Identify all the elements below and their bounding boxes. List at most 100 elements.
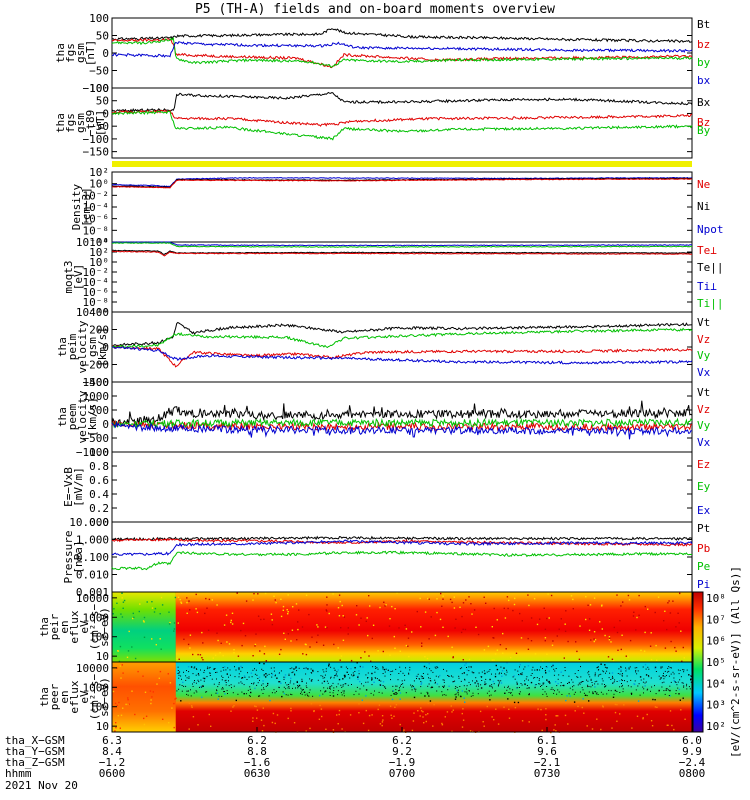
- spectrogram-pixel: [491, 684, 493, 686]
- spectrogram-pixel: [309, 727, 311, 730]
- spectrogram-pixel: [439, 618, 442, 621]
- spectrogram-pixel: [344, 683, 346, 685]
- spectrogram-pixel: [464, 664, 466, 666]
- spectrogram-pixel: [309, 660, 311, 663]
- spectrogram-pixel: [226, 690, 228, 692]
- spectrogram-pixel: [413, 680, 415, 682]
- spectrogram-pixel: [185, 679, 187, 681]
- spectrogram-pixel: [504, 617, 507, 619]
- spectrogram-pixel: [351, 684, 352, 685]
- spectrogram-pixel: [333, 643, 335, 646]
- series-line-vx: [111, 420, 693, 440]
- spectrogram-pixel: [310, 680, 313, 682]
- spectrogram-pixel: [156, 683, 158, 685]
- spectrogram-pixel: [670, 681, 672, 683]
- spectrogram-pixel: [252, 683, 254, 685]
- spectrogram-pixel: [594, 686, 596, 688]
- spectrogram-pixel: [541, 729, 543, 732]
- spectrogram-pixel: [305, 653, 308, 656]
- spectrogram-pixel: [346, 671, 348, 673]
- spectrogram-pixel: [128, 703, 130, 705]
- spectrogram-pixel: [579, 683, 581, 685]
- legend-label-ni: Ni: [697, 200, 710, 213]
- spectrogram-pixel: [668, 695, 670, 696]
- spectrogram-pixel: [284, 676, 286, 679]
- spectrogram-pixel: [230, 710, 232, 712]
- spectrogram-pixel: [682, 682, 684, 684]
- spectrogram-pixel: [599, 621, 601, 623]
- spectrogram-pixel: [622, 691, 624, 693]
- spectrogram-pixel: [202, 642, 204, 644]
- spectrogram-pixel: [243, 684, 245, 686]
- spectrogram-pixel: [459, 686, 461, 687]
- y-tick-label: 1500: [83, 376, 110, 389]
- spectrogram-pixel: [132, 612, 134, 615]
- spectrogram-pixel: [621, 673, 623, 674]
- spectrogram-pixel: [174, 698, 176, 700]
- spectrogram-pixel: [443, 686, 445, 688]
- spectrogram-pixel: [554, 724, 556, 726]
- spectrogram-pixel: [254, 645, 256, 647]
- spectrogram-pixel: [450, 705, 452, 707]
- spectrogram-pixel: [287, 717, 289, 720]
- spectrogram-pixel: [557, 715, 559, 717]
- spectrogram-pixel: [525, 678, 527, 680]
- spectrogram-pixel: [203, 677, 206, 680]
- spectrogram-pixel: [526, 676, 528, 678]
- spectrogram-pixel: [249, 686, 251, 688]
- spectrogram-pixel: [179, 598, 181, 601]
- spectrogram-pixel: [627, 685, 629, 687]
- spectrogram-pixel: [295, 667, 297, 669]
- spectrogram-pixel: [490, 694, 492, 696]
- spectrogram-pixel: [177, 666, 179, 668]
- spectrogram-pixel: [673, 679, 675, 682]
- series-line-pt: [111, 535, 693, 542]
- spectrogram-pixel: [602, 680, 604, 682]
- spectrogram-pixel: [192, 683, 193, 685]
- spectrogram-pixel: [201, 657, 203, 659]
- spectrogram-pixel: [198, 681, 200, 683]
- spectrogram-pixel: [200, 669, 201, 671]
- spectrogram-pixel: [593, 597, 596, 599]
- spectrogram-pixel: [516, 683, 518, 685]
- spectrogram-pixel: [396, 692, 398, 694]
- spectrogram-pixel: [674, 646, 676, 649]
- spectrogram-pixel: [354, 667, 356, 669]
- spectrogram-pixel: [620, 670, 622, 672]
- spectrogram-pixel: [494, 690, 496, 692]
- spectrogram-pixel: [531, 673, 533, 674]
- spectrogram-pixel: [222, 667, 224, 668]
- y-tick-label: 10⁻⁶: [83, 213, 110, 226]
- spectrogram-pixel: [539, 669, 541, 671]
- spectrogram-pixel: [580, 676, 582, 678]
- spectrogram-pixel: [609, 672, 611, 674]
- spectrogram-pixel: [413, 696, 416, 699]
- y-axis-label: peim: [66, 333, 79, 360]
- spectrogram-pixel: [338, 615, 341, 617]
- spectrogram-pixel: [496, 668, 499, 671]
- spectrogram-pixel: [453, 607, 456, 609]
- spectrogram-pixel: [193, 692, 195, 694]
- spectrogram-pixel: [656, 659, 658, 661]
- spectrogram-pixel: [158, 677, 160, 679]
- spectrogram-pixel: [675, 690, 677, 692]
- spectrogram-pixel: [459, 606, 461, 608]
- spectrogram-pixel: [244, 635, 247, 637]
- spectrogram-pixel: [650, 632, 652, 634]
- y-tick-label: 1.000: [76, 534, 109, 547]
- spectrogram-pixel: [642, 686, 644, 688]
- spectrogram-pixel: [675, 682, 677, 683]
- spectrogram-pixel: [195, 593, 197, 596]
- spectrogram-pixel: [466, 693, 468, 695]
- spectrogram-pixel: [642, 666, 644, 668]
- spectrogram-pixel: [608, 677, 610, 679]
- spectrogram-pixel: [574, 710, 576, 712]
- spectrogram-pixel: [350, 668, 352, 670]
- spectrogram-pixel: [491, 626, 493, 628]
- spectrogram-pixel: [256, 717, 258, 719]
- spectrogram-pixel: [677, 681, 679, 683]
- spectrogram-pixel: [376, 667, 378, 669]
- spectrogram-pixel: [188, 690, 189, 692]
- spectrogram-pixel: [270, 613, 273, 615]
- spectrogram-pixel: [527, 665, 530, 667]
